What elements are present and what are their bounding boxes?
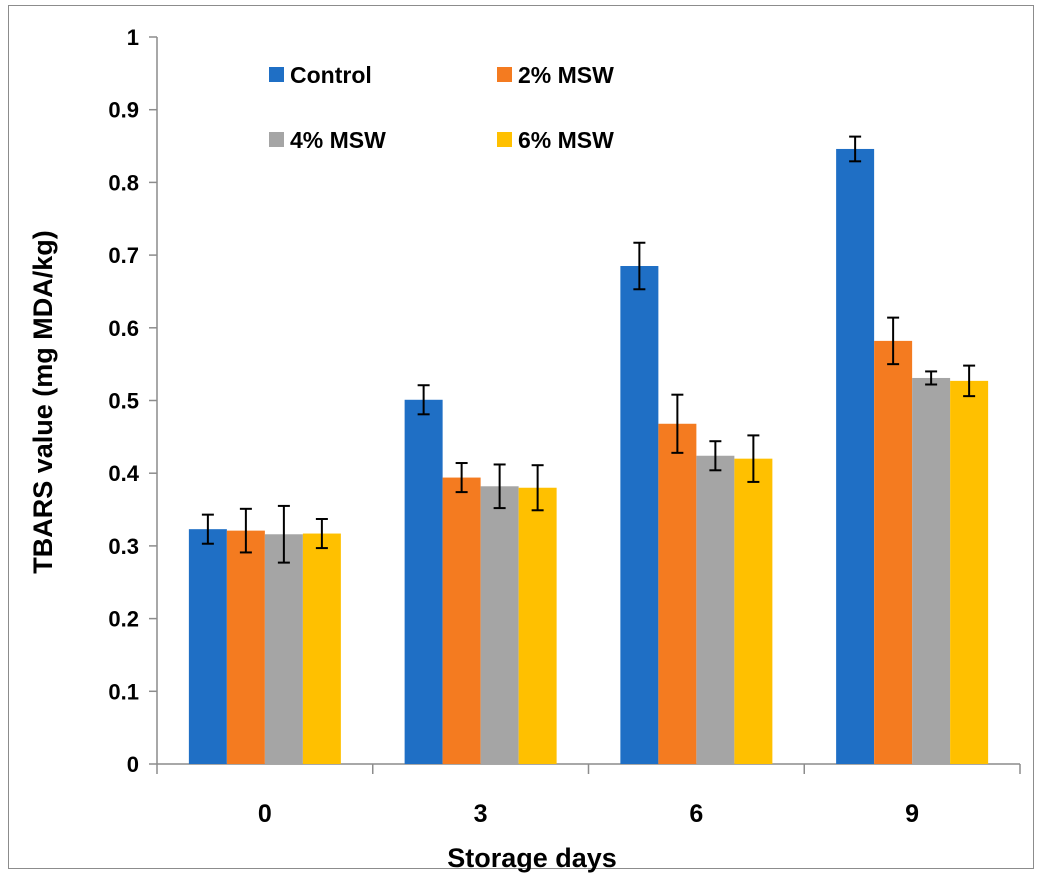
bar (734, 458, 773, 764)
bar (226, 530, 265, 764)
y-tick-label: 0.6 (108, 316, 139, 341)
y-tick-label: 0.3 (108, 534, 139, 559)
y-tick-label: 0.5 (108, 389, 139, 414)
legend-swatch (497, 67, 512, 82)
legend-swatch (269, 67, 284, 82)
y-axis-title: TBARS value (mg MDA/kg) (28, 230, 58, 574)
legend-label: 4% MSW (290, 127, 386, 153)
x-tick-label: 0 (258, 800, 272, 828)
legend-label: 2% MSW (518, 62, 614, 88)
x-axis-title: Storage days (447, 843, 617, 873)
bar (264, 534, 303, 764)
x-tick-label: 9 (905, 800, 919, 828)
y-tick-label: 0.8 (108, 170, 139, 195)
y-tick-label: 0.4 (108, 461, 139, 486)
y-tick-label: 1 (127, 25, 139, 50)
bar (658, 423, 697, 764)
chart-frame (8, 5, 1034, 869)
bar (836, 148, 875, 764)
bar (518, 487, 557, 764)
legend-swatch (269, 132, 284, 147)
bar (696, 455, 735, 764)
y-tick-label: 0.9 (108, 98, 139, 123)
bar (912, 377, 951, 764)
bar (950, 380, 989, 764)
bar (404, 399, 443, 764)
bar (620, 266, 659, 764)
legend-swatch (497, 132, 512, 147)
bar (442, 477, 481, 764)
y-tick-label: 0.1 (108, 679, 139, 704)
y-tick-label: 0 (127, 752, 139, 777)
y-tick-label: 0.2 (108, 607, 139, 632)
legend-label: Control (290, 62, 372, 88)
y-axis: 0 0.1 0.2 0.3 0.4 0.5 0.6 0.7 0.8 0.9 1 (108, 25, 158, 777)
x-tick-label: 3 (474, 800, 488, 828)
bar (302, 533, 341, 764)
legend-label: 6% MSW (518, 127, 614, 153)
x-tick-label: 6 (689, 800, 703, 828)
y-tick-label: 0.7 (108, 243, 139, 268)
bar (480, 486, 519, 764)
bar (188, 529, 227, 764)
error-bars-group (201, 135, 976, 564)
bars-group (188, 148, 989, 764)
bar (874, 340, 913, 764)
x-axis: 0 3 6 9 (156, 763, 1021, 828)
legend: Control 2% MSW 4% MSW 6% MSW (269, 62, 614, 153)
